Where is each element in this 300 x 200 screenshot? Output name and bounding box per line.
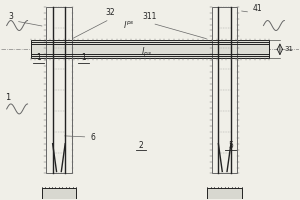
Text: 1: 1 [81,53,86,62]
Text: 311: 311 [142,12,206,39]
Text: 2: 2 [139,141,143,150]
Text: 6: 6 [65,133,95,142]
Bar [208,188,242,199]
Text: 41: 41 [242,4,262,13]
Text: 31: 31 [284,46,293,52]
Text: $l_{ps}$: $l_{ps}$ [141,46,152,59]
Bar [31,40,269,58]
Text: 1: 1 [36,53,41,62]
Text: $l^{ps}$: $l^{ps}$ [123,20,135,30]
Text: 5: 5 [228,141,233,150]
Text: 1: 1 [5,93,11,102]
Text: 32: 32 [73,8,115,38]
Bar [42,188,76,199]
Text: 3: 3 [8,12,42,26]
Bar [46,7,72,173]
Bar [212,7,237,173]
